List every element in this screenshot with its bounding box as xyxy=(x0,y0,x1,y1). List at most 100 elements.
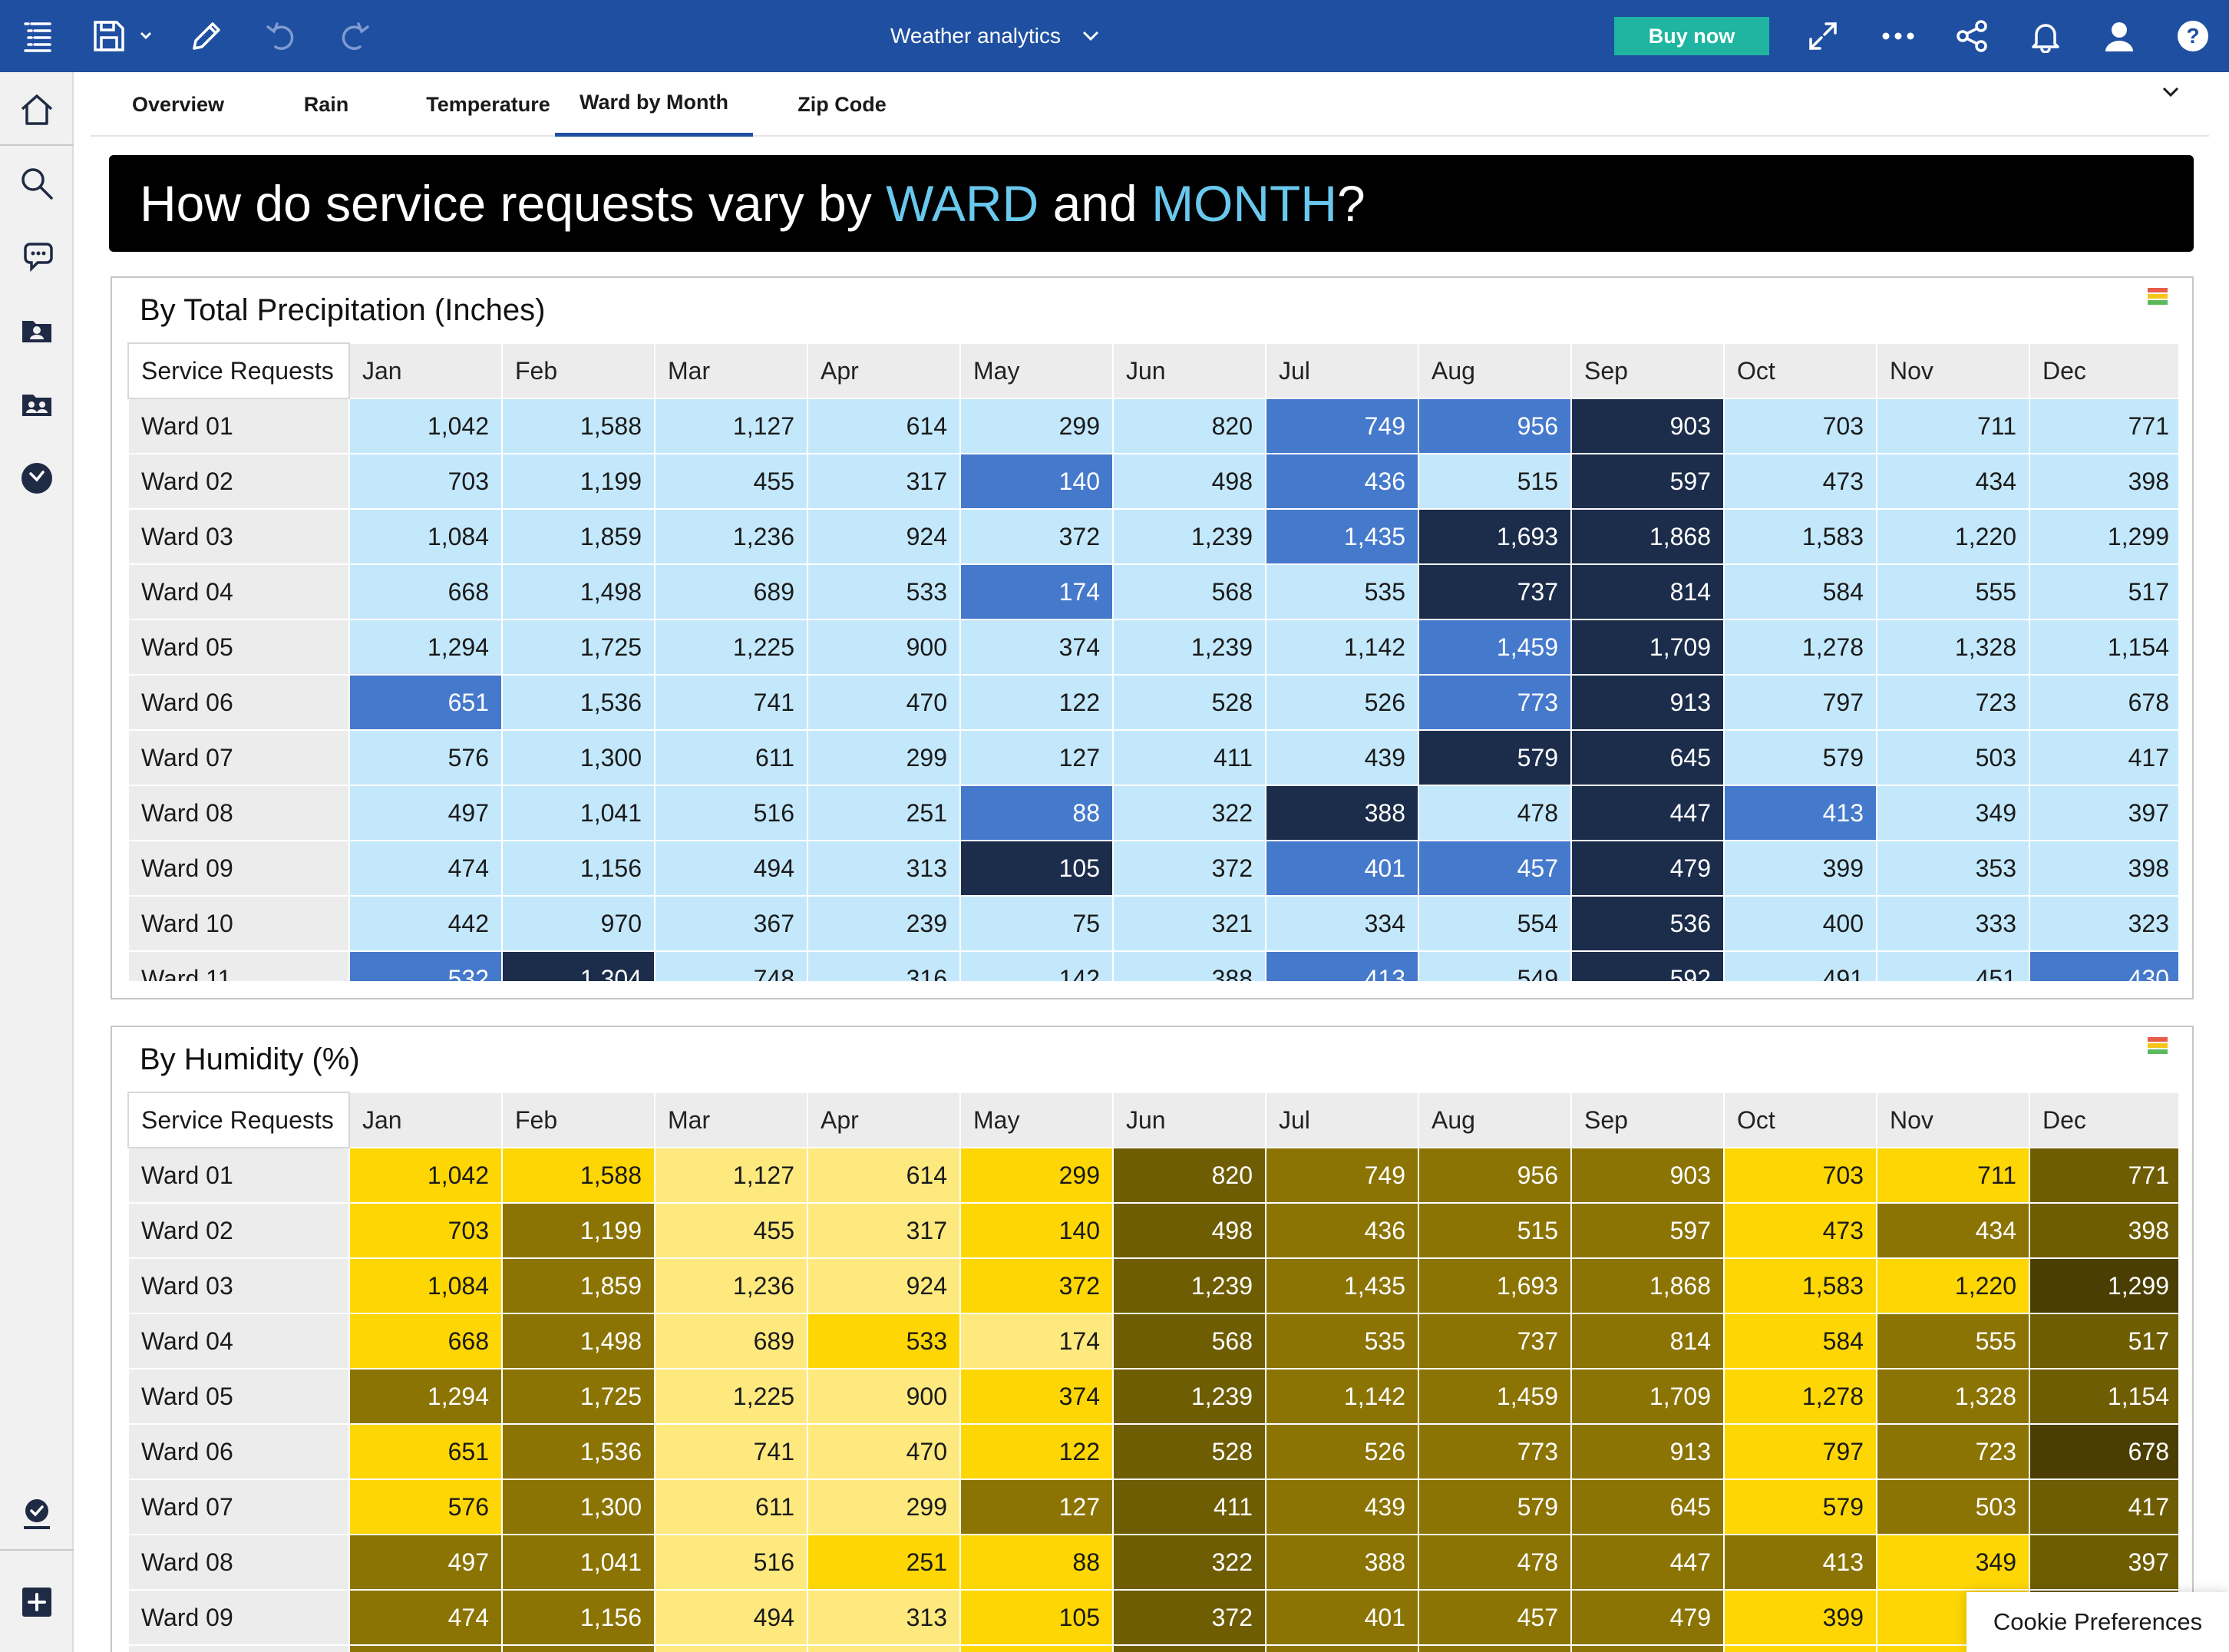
table-cell[interactable]: 473 xyxy=(1723,453,1877,510)
table-cell[interactable]: 1,328 xyxy=(1876,619,2030,676)
table-cell[interactable]: 1,154 xyxy=(2029,1368,2178,1425)
table-cell[interactable]: 399 xyxy=(1723,840,1877,897)
table-cell[interactable]: 554 xyxy=(1418,1644,1572,1652)
table-cell[interactable]: 1,583 xyxy=(1723,508,1877,565)
help-icon[interactable]: ? xyxy=(2172,15,2214,57)
table-cell[interactable]: 479 xyxy=(1570,1589,1725,1646)
table-cell[interactable]: 1,042 xyxy=(348,398,503,454)
table-cell[interactable]: 1,588 xyxy=(501,1147,655,1204)
table-cell[interactable]: 372 xyxy=(959,1257,1114,1314)
table-cell[interactable]: 417 xyxy=(2029,729,2178,786)
table-cell[interactable]: 903 xyxy=(1570,398,1725,454)
table-cell[interactable]: 611 xyxy=(654,1479,808,1535)
column-header-feb[interactable]: Feb xyxy=(501,1092,655,1148)
table-cell[interactable]: 515 xyxy=(1418,1202,1572,1259)
table-cell[interactable]: 479 xyxy=(1570,840,1725,897)
column-header-dec[interactable]: Dec xyxy=(2029,1092,2178,1148)
table-cell[interactable]: 313 xyxy=(807,840,961,897)
table-cell[interactable]: 75 xyxy=(959,895,1114,952)
row-header[interactable]: Ward 03 xyxy=(127,508,350,565)
table-cell[interactable]: 1,239 xyxy=(1112,508,1266,565)
chat-icon[interactable] xyxy=(16,236,58,278)
table-cell[interactable]: 517 xyxy=(2029,563,2178,620)
table-cell[interactable]: 1,459 xyxy=(1418,619,1572,676)
row-header[interactable]: Ward 04 xyxy=(127,563,350,620)
table-cell[interactable]: 597 xyxy=(1570,453,1725,510)
column-header-mar[interactable]: Mar xyxy=(654,342,808,399)
table-cell[interactable]: 411 xyxy=(1112,1479,1266,1535)
table-cell[interactable]: 367 xyxy=(654,1644,808,1652)
tab-ward-by-month[interactable]: Ward by Month xyxy=(555,72,753,137)
table-cell[interactable]: 1,239 xyxy=(1112,1368,1266,1425)
table-cell[interactable]: 474 xyxy=(348,1589,503,1646)
table-cell[interactable]: 555 xyxy=(1876,1313,2030,1370)
table-cell[interactable]: 1,041 xyxy=(501,1534,655,1591)
table-cell[interactable]: 703 xyxy=(1723,1147,1877,1204)
table-cell[interactable]: 579 xyxy=(1723,1479,1877,1535)
table-cell[interactable]: 1,084 xyxy=(348,508,503,565)
user-icon[interactable] xyxy=(2099,15,2140,57)
table-cell[interactable]: 723 xyxy=(1876,674,2030,731)
table-cell[interactable]: 1,278 xyxy=(1723,1368,1877,1425)
table-cell[interactable]: 473 xyxy=(1723,1202,1877,1259)
table-cell[interactable]: 374 xyxy=(959,619,1114,676)
table-cell[interactable]: 956 xyxy=(1418,398,1572,454)
table-cell[interactable]: 903 xyxy=(1570,1147,1725,1204)
table-cell[interactable]: 388 xyxy=(1265,785,1419,841)
column-header-nov[interactable]: Nov xyxy=(1876,342,2030,399)
column-header-jul[interactable]: Jul xyxy=(1265,342,1419,399)
table-cell[interactable]: 1,156 xyxy=(501,840,655,897)
table-cell[interactable]: 711 xyxy=(1876,1147,2030,1204)
table-cell[interactable]: 797 xyxy=(1723,674,1877,731)
table-cell[interactable]: 1,225 xyxy=(654,1368,808,1425)
table-cell[interactable]: 597 xyxy=(1570,1202,1725,1259)
table-cell[interactable]: 956 xyxy=(1418,1147,1572,1204)
table-cell[interactable]: 434 xyxy=(1876,1202,2030,1259)
table-cell[interactable]: 1,435 xyxy=(1265,508,1419,565)
row-header[interactable]: Ward 09 xyxy=(127,840,350,897)
column-header-jan[interactable]: Jan xyxy=(348,342,503,399)
table-cell[interactable]: 374 xyxy=(959,1368,1114,1425)
table-cell[interactable]: 737 xyxy=(1418,1313,1572,1370)
table-cell[interactable]: 321 xyxy=(1112,1644,1266,1652)
table-cell[interactable]: 399 xyxy=(1723,1589,1877,1646)
table-cell[interactable]: 576 xyxy=(348,1479,503,1535)
table-cell[interactable]: 584 xyxy=(1723,1313,1877,1370)
table-cell[interactable]: 470 xyxy=(807,674,961,731)
row-header[interactable]: Ward 01 xyxy=(127,398,350,454)
table-cell[interactable]: 434 xyxy=(1876,453,2030,510)
table-cell[interactable]: 299 xyxy=(807,1479,961,1535)
color-legend-icon[interactable] xyxy=(2146,286,2169,309)
table-cell[interactable]: 1,725 xyxy=(501,1368,655,1425)
table-cell[interactable]: 1,498 xyxy=(501,563,655,620)
new-icon[interactable] xyxy=(16,1581,58,1623)
notifications-icon[interactable] xyxy=(16,1494,58,1535)
table-cell[interactable]: 820 xyxy=(1112,1147,1266,1204)
app-title[interactable]: Weather analytics xyxy=(890,18,1101,54)
table-cell[interactable]: 900 xyxy=(807,619,961,676)
row-header[interactable]: Ward 09 xyxy=(127,1589,350,1646)
table-cell[interactable]: 651 xyxy=(348,1423,503,1480)
table-cell[interactable]: 711 xyxy=(1876,398,2030,454)
table-cell[interactable]: 1,299 xyxy=(2029,508,2178,565)
table-cell[interactable]: 474 xyxy=(348,840,503,897)
row-header[interactable]: Ward 11 xyxy=(127,950,350,981)
table-cell[interactable]: 1,498 xyxy=(501,1313,655,1370)
table-cell[interactable]: 413 xyxy=(1723,785,1877,841)
table-cell[interactable]: 397 xyxy=(2029,785,2178,841)
table-cell[interactable]: 122 xyxy=(959,674,1114,731)
table-cell[interactable]: 1,300 xyxy=(501,729,655,786)
table-cell[interactable]: 299 xyxy=(807,729,961,786)
table-cell[interactable]: 576 xyxy=(348,729,503,786)
table-cell[interactable]: 668 xyxy=(348,1313,503,1370)
table-cell[interactable]: 517 xyxy=(2029,1313,2178,1370)
table-cell[interactable]: 447 xyxy=(1570,785,1725,841)
table-cell[interactable]: 317 xyxy=(807,1202,961,1259)
table-cell[interactable]: 749 xyxy=(1265,398,1419,454)
table-cell[interactable]: 122 xyxy=(959,1423,1114,1480)
table-cell[interactable]: 1,536 xyxy=(501,674,655,731)
table-cell[interactable]: 451 xyxy=(1876,950,2030,981)
table-cell[interactable]: 645 xyxy=(1570,729,1725,786)
tabs-chevron-down-icon[interactable] xyxy=(2155,77,2186,107)
bell-icon[interactable] xyxy=(2025,15,2066,57)
